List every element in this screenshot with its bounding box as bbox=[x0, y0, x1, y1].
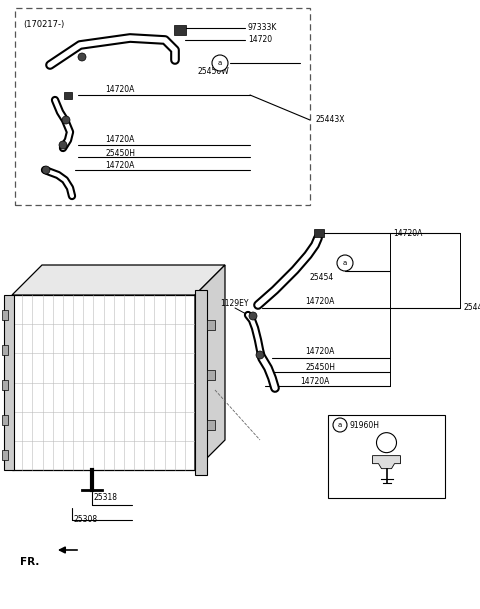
Bar bbox=[195, 290, 207, 475]
Text: 25450H: 25450H bbox=[105, 149, 135, 158]
Text: FR.: FR. bbox=[20, 557, 39, 567]
Text: 14720: 14720 bbox=[248, 35, 272, 44]
Bar bbox=[207, 320, 215, 330]
Text: 1129EY: 1129EY bbox=[220, 298, 249, 308]
Bar bbox=[2, 415, 8, 425]
Text: 25443X: 25443X bbox=[315, 116, 345, 124]
Text: (170217-): (170217-) bbox=[23, 20, 64, 29]
Circle shape bbox=[62, 116, 70, 124]
Text: 25450W: 25450W bbox=[198, 68, 230, 77]
Bar bbox=[207, 420, 215, 430]
Bar bbox=[2, 380, 8, 390]
Text: 97333K: 97333K bbox=[248, 24, 277, 32]
Text: 14720A: 14720A bbox=[105, 161, 134, 169]
Circle shape bbox=[333, 418, 347, 432]
Bar bbox=[2, 345, 8, 355]
Text: a: a bbox=[218, 60, 222, 66]
Circle shape bbox=[337, 255, 353, 271]
Text: 25443X: 25443X bbox=[463, 303, 480, 312]
Text: 14720A: 14720A bbox=[305, 298, 335, 306]
Circle shape bbox=[78, 53, 86, 61]
Polygon shape bbox=[12, 265, 225, 295]
Bar bbox=[314, 229, 324, 237]
Text: 25308: 25308 bbox=[74, 515, 98, 524]
Text: 91960H: 91960H bbox=[350, 420, 380, 429]
Bar bbox=[2, 450, 8, 460]
Circle shape bbox=[249, 312, 257, 320]
Text: 25450H: 25450H bbox=[305, 362, 335, 371]
Text: 14720A: 14720A bbox=[393, 228, 422, 238]
Bar bbox=[15, 8, 310, 205]
Polygon shape bbox=[195, 265, 225, 470]
Polygon shape bbox=[12, 295, 195, 470]
Text: 25454: 25454 bbox=[310, 273, 334, 283]
Bar bbox=[64, 91, 72, 99]
Text: a: a bbox=[343, 260, 347, 266]
Text: 14720A: 14720A bbox=[105, 85, 134, 94]
Circle shape bbox=[212, 55, 228, 71]
Text: a: a bbox=[338, 422, 342, 428]
Bar bbox=[328, 415, 445, 498]
Bar bbox=[207, 370, 215, 380]
Bar bbox=[174, 25, 186, 35]
Text: 14720A: 14720A bbox=[105, 135, 134, 144]
Text: 14720A: 14720A bbox=[305, 348, 335, 356]
Circle shape bbox=[59, 141, 67, 149]
Bar bbox=[2, 310, 8, 320]
Circle shape bbox=[256, 351, 264, 359]
Text: 14720A: 14720A bbox=[300, 376, 329, 385]
Polygon shape bbox=[372, 456, 400, 469]
Bar bbox=[4, 295, 14, 470]
Text: 25318: 25318 bbox=[94, 493, 118, 502]
Circle shape bbox=[42, 166, 50, 174]
